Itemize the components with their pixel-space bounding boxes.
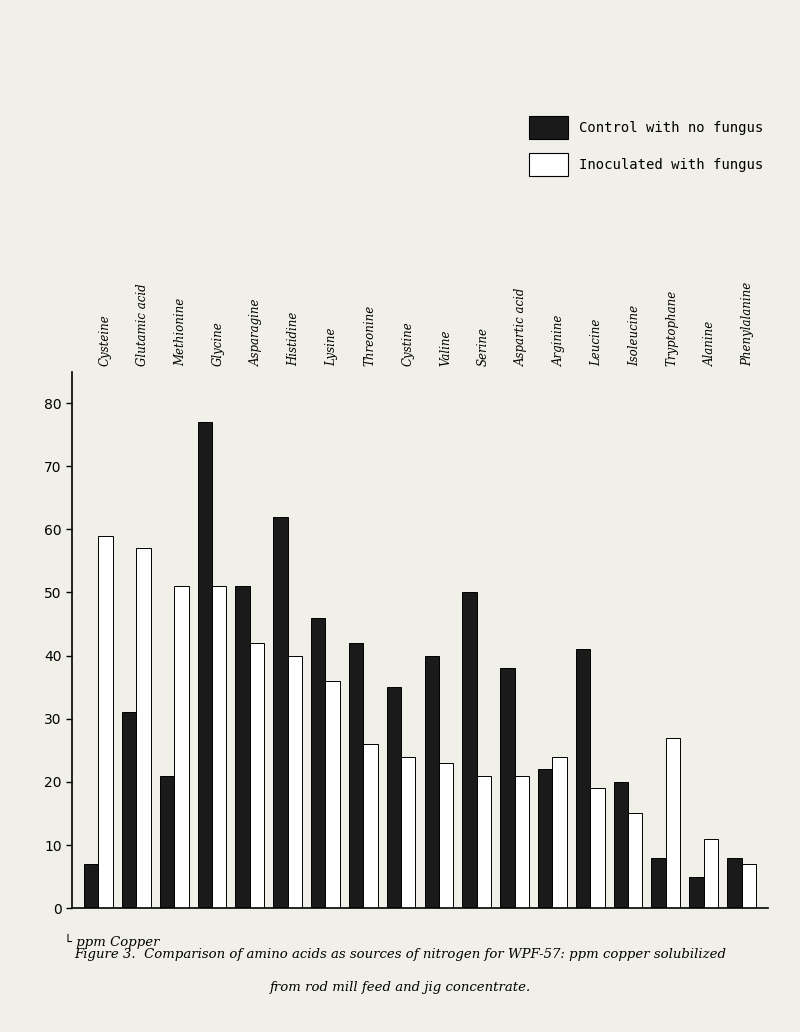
Bar: [160, 776, 174, 908]
Bar: [198, 422, 212, 908]
Bar: [136, 548, 150, 908]
Bar: [704, 839, 718, 908]
Text: Valine: Valine: [439, 330, 452, 366]
Text: Histidine: Histidine: [288, 312, 301, 366]
Bar: [386, 687, 401, 908]
Bar: [401, 756, 415, 908]
Text: Alanine: Alanine: [704, 321, 717, 366]
Bar: [742, 864, 756, 908]
Text: Asparagine: Asparagine: [250, 299, 262, 366]
Text: Glutamic acid: Glutamic acid: [136, 284, 150, 366]
Bar: [538, 769, 552, 908]
Bar: [274, 517, 288, 908]
Text: Tryptophane: Tryptophane: [666, 290, 679, 366]
Text: Glycine: Glycine: [212, 322, 225, 366]
Bar: [235, 586, 250, 908]
Bar: [651, 858, 666, 908]
Bar: [250, 643, 264, 908]
Bar: [628, 813, 642, 908]
Text: └ ppm Copper: └ ppm Copper: [64, 934, 159, 949]
Bar: [288, 655, 302, 908]
Text: Cysteine: Cysteine: [98, 315, 111, 366]
Bar: [326, 681, 340, 908]
Bar: [614, 782, 628, 908]
Bar: [552, 756, 566, 908]
Bar: [576, 649, 590, 908]
Bar: [174, 586, 189, 908]
Bar: [212, 586, 226, 908]
Text: Isoleucine: Isoleucine: [628, 305, 641, 366]
Text: Lysine: Lysine: [326, 328, 338, 366]
Text: Methionine: Methionine: [174, 298, 187, 366]
Bar: [514, 776, 529, 908]
Bar: [462, 592, 477, 908]
Text: Aspartic acid: Aspartic acid: [514, 288, 527, 366]
Text: Threonine: Threonine: [363, 305, 376, 366]
Text: Cystine: Cystine: [401, 322, 414, 366]
Text: Figure 3.  Comparison of amino acids as sources of nitrogen for WPF-57: ppm copp: Figure 3. Comparison of amino acids as s…: [74, 948, 726, 961]
Text: Serine: Serine: [477, 327, 490, 366]
Text: Arginine: Arginine: [552, 315, 566, 366]
Text: Phenylalanine: Phenylalanine: [742, 282, 754, 366]
Bar: [349, 643, 363, 908]
Bar: [311, 618, 326, 908]
Bar: [439, 763, 454, 908]
Text: from rod mill feed and jig concentrate.: from rod mill feed and jig concentrate.: [270, 981, 530, 994]
Text: Leucine: Leucine: [590, 319, 603, 366]
Bar: [590, 788, 605, 908]
Bar: [84, 864, 98, 908]
Bar: [425, 655, 439, 908]
Bar: [122, 712, 136, 908]
Bar: [727, 858, 742, 908]
Bar: [666, 738, 680, 908]
Bar: [690, 876, 704, 908]
Legend: Control with no fungus, Inoculated with fungus: Control with no fungus, Inoculated with …: [524, 110, 769, 182]
Bar: [500, 669, 514, 908]
Bar: [477, 776, 491, 908]
Bar: [98, 536, 113, 908]
Bar: [363, 744, 378, 908]
